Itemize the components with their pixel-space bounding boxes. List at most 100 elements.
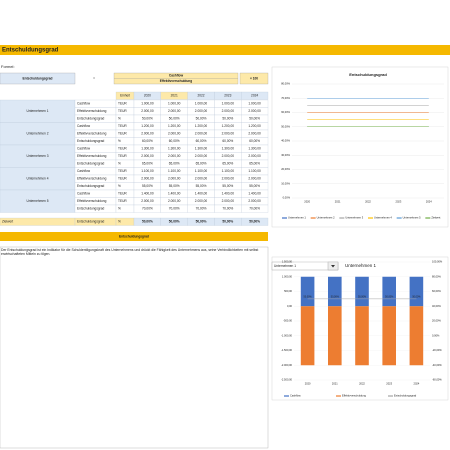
target-value: 50,00%	[169, 220, 180, 224]
cell-value: 55,00%	[196, 184, 207, 188]
y-tick-label: -2.500,00	[281, 378, 293, 382]
page-title: Entschuldungsgrad	[2, 48, 59, 54]
cell-value: 2.000,00	[222, 177, 235, 181]
year-header: 2020	[144, 94, 151, 98]
x-tick-label: 2021	[335, 200, 341, 204]
y-tick-label: 70,00%	[281, 96, 290, 100]
data-label: 50,00%	[304, 296, 313, 299]
cell-value: 1.000,00	[195, 102, 208, 106]
y-tick-label: 40,00%	[281, 139, 290, 143]
row-label: Cashflow	[77, 124, 91, 128]
cell-value: 50,00%	[169, 117, 180, 121]
section-text: Der Entschuldungsgrad ist ein Indikator …	[1, 248, 259, 257]
x-tick-label: 2021	[332, 382, 338, 386]
bar	[409, 276, 424, 307]
row-label: Cashflow	[77, 169, 91, 173]
cell	[241, 91, 269, 100]
cell-value: 55,00%	[222, 184, 233, 188]
cell-value: 2.000,00	[248, 154, 261, 158]
cell-value: 2.000,00	[168, 177, 181, 181]
cell-value: 1.400,00	[222, 192, 235, 196]
y-tick-label: -60,00%	[432, 378, 442, 382]
x-tick-label: 2022	[365, 200, 371, 204]
cell-value: 1.200,00	[168, 124, 181, 128]
y-tick-label: 40,00%	[432, 304, 441, 308]
cell	[241, 204, 269, 213]
data-label: 50,00%	[385, 296, 394, 299]
bar	[382, 276, 396, 307]
y-tick-label: -1.500,00	[281, 348, 293, 352]
cell-value: 2.000,00	[195, 132, 208, 136]
cell-value: 2.000,00	[141, 177, 154, 181]
row-unit: TEUR	[118, 154, 127, 158]
cell-value: 50,00%	[142, 117, 153, 121]
cell-value: 1.000,00	[222, 102, 235, 106]
cell-value: 1.300,00	[248, 147, 261, 151]
cell-value: 1.300,00	[168, 147, 181, 151]
legend-label: Cashflow	[290, 394, 301, 398]
cell-value: 1.200,00	[141, 124, 154, 128]
chart-frame	[271, 66, 449, 228]
target-name: Zielwert	[2, 220, 13, 224]
target-value: 50,00%	[222, 220, 233, 224]
chart-title: Unternehmen 1	[345, 263, 377, 268]
row-label: Entschuldungsgrad	[77, 117, 105, 121]
cell-value: 2.000,00	[141, 199, 154, 203]
data-label: 50,00%	[331, 296, 340, 299]
formula-numerator: Cashflow	[169, 74, 184, 78]
cell-value: 2.000,00	[195, 199, 208, 203]
legend-label: Unternehmen 4	[374, 216, 392, 220]
y-tick-label: -500,00	[283, 319, 292, 323]
row-label: Effektivverschuldung	[77, 132, 107, 136]
y-tick-label: 1.000,00	[282, 274, 293, 278]
unit-header: Einheit	[120, 94, 130, 98]
section-bar	[0, 232, 268, 241]
cell-value: 70,00%	[222, 207, 233, 211]
cell-value: 70,00%	[249, 207, 260, 211]
cell-value: 70,00%	[142, 207, 153, 211]
cell-value: 50,00%	[196, 117, 207, 121]
y-tick-label: 500,00	[284, 289, 292, 293]
x-tick-label: 2023	[386, 382, 392, 386]
row-unit: TEUR	[118, 109, 127, 113]
y-tick-label: 0,00%	[432, 333, 440, 337]
row-label: Entschuldungsgrad	[77, 184, 105, 188]
cell-value: 65,00%	[169, 162, 180, 166]
cell-value: 65,00%	[249, 162, 260, 166]
cell-value: 1.400,00	[141, 192, 154, 196]
cell-value: 2.000,00	[141, 154, 154, 158]
cell-value: 60,00%	[169, 139, 180, 143]
cell-value: 1.400,00	[248, 192, 261, 196]
cell-value: 2.000,00	[248, 109, 261, 113]
cell	[241, 217, 269, 226]
cell-value: 65,00%	[196, 162, 207, 166]
formula-denominator: Effektivverschuldung	[160, 79, 192, 83]
cell-value: 2.000,00	[141, 109, 154, 113]
cell-value: 2.000,00	[168, 154, 181, 158]
row-label: Cashflow	[77, 192, 91, 196]
cell-value: 70,00%	[169, 207, 180, 211]
y-tick-label: 0,00	[287, 304, 293, 308]
cell-value: 1.000,00	[248, 102, 261, 106]
legend-label: Unternehmen 1	[288, 216, 306, 220]
row-unit: %	[118, 162, 121, 166]
year-header: 2022	[197, 94, 204, 98]
bar	[409, 306, 424, 366]
cell-value: 50,00%	[222, 117, 233, 121]
cell-value: 1.200,00	[222, 124, 235, 128]
row-unit: %	[118, 207, 121, 211]
cell-value: 2.000,00	[168, 132, 181, 136]
cell-value: 2.000,00	[168, 199, 181, 203]
formula-lhs-box	[0, 72, 76, 85]
formula-equals: =	[93, 76, 95, 80]
chart-title: Entschuldungsgrad	[349, 72, 387, 77]
y-tick-label: 20,00%	[432, 319, 441, 323]
row-unit: TEUR	[118, 147, 127, 151]
y-tick-label: -40,00%	[432, 363, 442, 367]
y-tick-label: 60,00%	[432, 289, 441, 293]
y-tick-label: -1.000,00	[281, 333, 293, 337]
y-tick-label: 80,00%	[432, 274, 441, 278]
target-value: 50,00%	[142, 220, 153, 224]
cell-value: 2.000,00	[248, 177, 261, 181]
bar	[300, 276, 315, 307]
